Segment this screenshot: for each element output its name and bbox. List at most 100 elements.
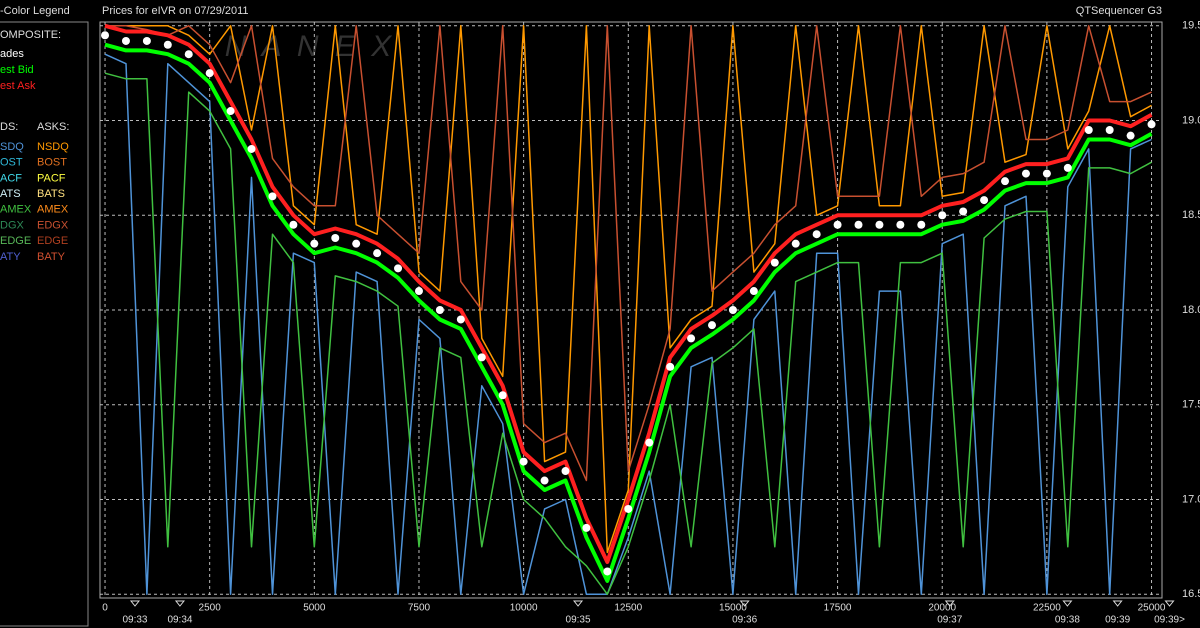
legend-ask-entry: NSDQ	[37, 141, 69, 153]
trade-marker	[352, 239, 361, 248]
best-bid-line	[104, 42, 1153, 583]
y-tick-label: 17.0	[1182, 493, 1200, 505]
bid-quote-line	[104, 72, 1152, 595]
trade-marker	[414, 287, 423, 296]
x-tick-label: 20000	[928, 603, 956, 614]
trade-marker	[435, 306, 444, 314]
ask-quote-line	[105, 25, 1152, 554]
trade-marker	[728, 306, 737, 314]
legend-entry: est Bid	[0, 64, 34, 76]
best-ask-line	[104, 23, 1153, 564]
time-tick	[129, 600, 141, 607]
trade-marker	[1147, 120, 1156, 129]
trade-marker	[582, 523, 591, 532]
trade-marker	[310, 239, 319, 248]
legend-ask-entry: EDGX	[37, 219, 69, 231]
trade-marker	[749, 287, 758, 296]
trade-marker	[121, 36, 130, 45]
trade-marker	[561, 467, 570, 476]
time-tick	[944, 600, 955, 607]
time-tick	[1062, 600, 1073, 607]
x-tick-label: 25000	[1138, 603, 1166, 614]
trade-marker	[205, 69, 214, 78]
trade-marker	[456, 315, 465, 324]
asks-title: ASKS:	[37, 121, 69, 133]
bid-quote-line	[104, 53, 1152, 595]
trade-marker	[519, 457, 528, 466]
x-tick-label: 0	[102, 603, 108, 614]
time-tick	[573, 600, 584, 607]
composite-title: OMPOSITE:	[0, 29, 61, 41]
trade-marker	[1042, 169, 1051, 178]
legend-ask-entry: PACF	[37, 172, 66, 184]
legend-bid-entry: EDGE	[0, 235, 31, 247]
trade-marker	[938, 211, 947, 220]
trade-marker	[1126, 131, 1135, 140]
trade-marker	[980, 196, 989, 205]
trade-marker	[854, 220, 863, 229]
legend-ask-entry: BATS	[37, 188, 65, 200]
y-tick-label: 19.0	[1182, 114, 1200, 126]
trade-marker	[959, 207, 968, 216]
trade-marker	[666, 362, 675, 371]
x-tick-label: 7500	[408, 603, 431, 614]
trade-marker	[603, 567, 612, 576]
legend-ask-entry: BATY	[37, 251, 66, 263]
time-tick-label: 09:39>	[1154, 615, 1185, 626]
trade-marker	[917, 220, 926, 229]
time-tick-label: 09:36	[732, 615, 757, 626]
x-tick-label: 10000	[510, 603, 538, 614]
trade-marker	[1084, 126, 1093, 134]
time-tick-label: 09:33	[122, 615, 147, 626]
time-tick-label: 09:34	[167, 615, 192, 626]
trade-marker	[540, 476, 549, 485]
legend-entry: est Ask	[0, 80, 36, 92]
trade-marker	[708, 321, 716, 330]
trade-marker	[477, 353, 486, 362]
trade-marker	[1021, 169, 1030, 178]
y-tick-label: 17.5	[1182, 399, 1200, 411]
y-tick-label: 18.5	[1182, 209, 1200, 221]
time-tick-label: 09:37	[937, 615, 962, 626]
trade-marker	[791, 239, 800, 248]
x-tick-label: 2500	[199, 603, 222, 614]
time-tick	[1164, 600, 1175, 607]
trade-marker	[289, 220, 298, 229]
y-tick-label: 18.0	[1182, 304, 1200, 316]
legend-panel	[0, 21, 89, 627]
x-tick-label: 17500	[824, 603, 852, 614]
trade-marker	[687, 334, 696, 343]
legend-entry: ades	[0, 48, 24, 60]
time-tick	[1112, 600, 1123, 607]
bids-title: DS:	[0, 121, 18, 133]
legend-ask-entry: AMEX	[37, 204, 69, 216]
trade-marker	[268, 192, 277, 201]
trade-marker	[624, 504, 633, 513]
trade-marker	[101, 31, 110, 40]
trade-marker	[184, 50, 193, 59]
legend-bid-entry: OST	[0, 157, 23, 169]
legend-title: -Color Legend	[0, 5, 70, 17]
y-tick-label: 16.5	[1182, 588, 1200, 600]
trade-marker	[645, 438, 654, 447]
legend-bid-entry: ACF	[0, 172, 22, 184]
trade-marker	[226, 107, 235, 116]
time-tick	[174, 600, 185, 607]
chart-title: Prices for eIVR on 07/29/2011	[102, 5, 249, 17]
x-tick-label: 5000	[303, 603, 326, 614]
legend-bid-entry: DGX	[0, 219, 25, 231]
ask-quote-line	[105, 25, 1152, 482]
trade-marker	[833, 220, 842, 229]
legend-ask-entry: EDGE	[37, 235, 68, 247]
legend-bid-entry: SDQ	[0, 141, 24, 153]
trade-marker	[394, 264, 403, 273]
time-tick-label: 09:39	[1105, 615, 1130, 626]
legend-bid-entry: ATS	[0, 188, 21, 200]
trade-marker	[812, 230, 821, 239]
trade-marker	[875, 220, 884, 229]
time-tick-label: 09:35	[566, 615, 591, 626]
legend-ask-entry: BOST	[37, 157, 67, 169]
